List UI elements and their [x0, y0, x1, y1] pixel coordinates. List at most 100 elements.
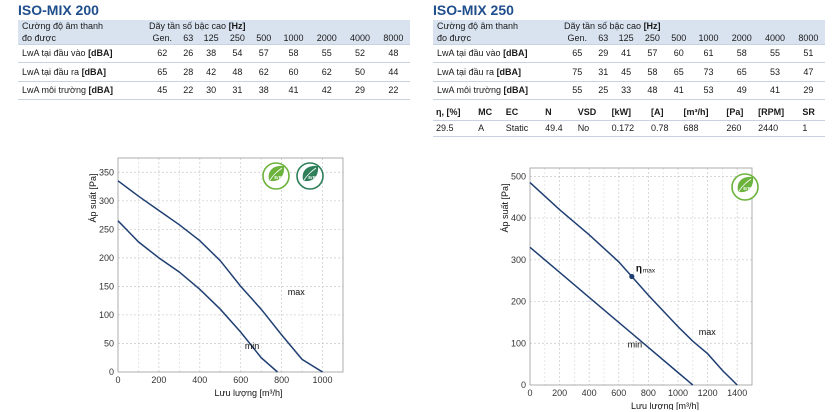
series-label-max: max	[699, 327, 717, 337]
table-cell: 47	[791, 62, 825, 81]
spec-value: No	[574, 120, 609, 137]
table-cell: 65	[561, 43, 594, 63]
table-cell: 25	[593, 80, 613, 100]
row-label: LwA môi trường [dBA]	[433, 80, 561, 100]
y-tick-label: 400	[511, 213, 526, 223]
y-tick-label: 300	[511, 255, 526, 265]
table-cell: 29	[791, 80, 825, 100]
table-cell: 51	[791, 43, 825, 63]
table-cell: 65	[725, 62, 759, 81]
badge-year-text: 2018	[274, 181, 282, 185]
table-row: LwA tại đầu ra [dBA] 75 31 45 58 65 73 65 53 47	[433, 62, 825, 81]
table-cell: 48	[224, 62, 251, 81]
freq-column-header: 500	[665, 32, 692, 44]
sound-table: Cường độ âm thanh Dãy tần số bậc cao [Hz…	[18, 20, 410, 100]
freq-column-header: 4000	[758, 32, 792, 44]
y-tick-label: 100	[511, 338, 526, 348]
y-axis-label: Áp suất [Pa]	[500, 183, 510, 232]
spec-header: [Pa]	[723, 104, 756, 121]
x-tick-label: 1000	[313, 375, 333, 385]
freq-column-header: 4000	[343, 32, 377, 44]
chart-iso-mix-250: 0 200 400 600 800 1000 1200 1400 0 100 200 300 400 50…	[500, 167, 759, 410]
x-tick-label: 1400	[727, 388, 747, 398]
curve-min	[117, 220, 278, 373]
row-label: LwA tại đầu vào [dBA]	[18, 43, 146, 63]
table-cell: 49	[725, 80, 759, 100]
y-tick-label: 500	[511, 171, 526, 181]
y-tick-label: 0	[109, 367, 114, 377]
table-cell: 31	[593, 62, 613, 81]
table-cell: 60	[276, 62, 311, 81]
table-cell: 57	[250, 43, 277, 63]
table-cell: 65	[665, 62, 692, 81]
spec-header: [kW]	[608, 104, 648, 121]
chart-iso-mix-200: 0 200 400 600 800 1000 0 50 100 150 200 250 300 350 Lư…	[88, 157, 344, 398]
x-tick-label: 600	[233, 375, 248, 385]
x-tick-label: 0	[115, 375, 120, 385]
badge-year-text: 2018	[308, 181, 316, 185]
iso-mix-200-panel: ISO-MIX 200 Cường độ âm thanh Dãy tần số…	[18, 0, 410, 100]
spec-header: MC	[475, 104, 503, 121]
y-tick-label: 50	[104, 338, 114, 348]
leaf-vein	[738, 178, 752, 192]
label-header-line1: Cường độ âm thanh	[18, 20, 146, 32]
freq-column-header: 125	[612, 32, 640, 44]
row-label: LwA tại đầu ra [dBA]	[433, 62, 561, 81]
badge-erp-text: ErP	[308, 175, 315, 180]
x-tick-label: 400	[582, 388, 597, 398]
table-cell: 53	[758, 62, 792, 81]
x-tick-label: 200	[151, 375, 166, 385]
x-tick-label: 800	[274, 375, 289, 385]
x-tick-label: 1200	[698, 388, 718, 398]
freq-column-header: 63	[593, 32, 613, 44]
spec-value: 0.78	[647, 120, 681, 137]
table-cell: 42	[197, 62, 225, 81]
x-tick-label: 200	[552, 388, 567, 398]
y-tick-label: 350	[99, 167, 114, 177]
table-cell: 45	[146, 80, 179, 100]
spec-header: EC	[502, 104, 543, 121]
spec-value: 29.5	[433, 120, 476, 137]
spec-header: η, [%]	[433, 104, 476, 121]
series-label-min: min	[245, 341, 260, 351]
table-cell: 38	[197, 43, 225, 63]
table-cell: 73	[691, 62, 726, 81]
spec-value: 2440	[755, 120, 800, 137]
row-label: LwA tại đầu ra [dBA]	[18, 62, 146, 81]
table-cell: 48	[376, 43, 410, 63]
y-tick-label: 200	[99, 253, 114, 263]
table-cell: 48	[639, 80, 666, 100]
plot-frame	[117, 157, 344, 373]
badge-erp-text: ErP	[274, 175, 281, 180]
table-cell: 54	[224, 43, 251, 63]
table-row: LwA môi trường [dBA] 55 25 33 48 41 53 49 41 29	[433, 80, 825, 100]
y-axis-label: Áp suất [Pa]	[88, 173, 98, 222]
table-cell: 41	[276, 80, 311, 100]
freq-column-header: 250	[639, 32, 666, 44]
spec-value: A	[475, 120, 503, 137]
table-cell: 45	[612, 62, 640, 81]
table-cell: 60	[665, 43, 692, 63]
x-axis-label: Lưu lượng [m³/h]	[631, 401, 699, 410]
table-cell: 41	[612, 43, 640, 63]
table-cell: 57	[639, 43, 666, 63]
spec-header: [RPM]	[755, 104, 800, 121]
table-cell: 65	[146, 62, 179, 81]
freq-header: Dãy tần số bậc cao [Hz]	[146, 20, 410, 32]
table-cell: 58	[725, 43, 759, 63]
x-tick-label: 600	[611, 388, 626, 398]
freq-column-header: Gen.	[146, 32, 179, 44]
freq-column-header: 125	[197, 32, 225, 44]
curve-max	[117, 180, 323, 373]
x-axis-label: Lưu lượng [m³/h]	[215, 388, 283, 398]
badge-year-text: 2018	[743, 192, 751, 196]
table-cell: 29	[593, 43, 613, 63]
y-tick-label: 300	[99, 196, 114, 206]
table-cell: 22	[376, 80, 410, 100]
table-row: LwA môi trường [dBA] 45 22 30 31 38 41 42 29 22	[18, 80, 410, 100]
y-tick-label: 100	[99, 310, 114, 320]
eta-max-label: η	[636, 264, 642, 275]
